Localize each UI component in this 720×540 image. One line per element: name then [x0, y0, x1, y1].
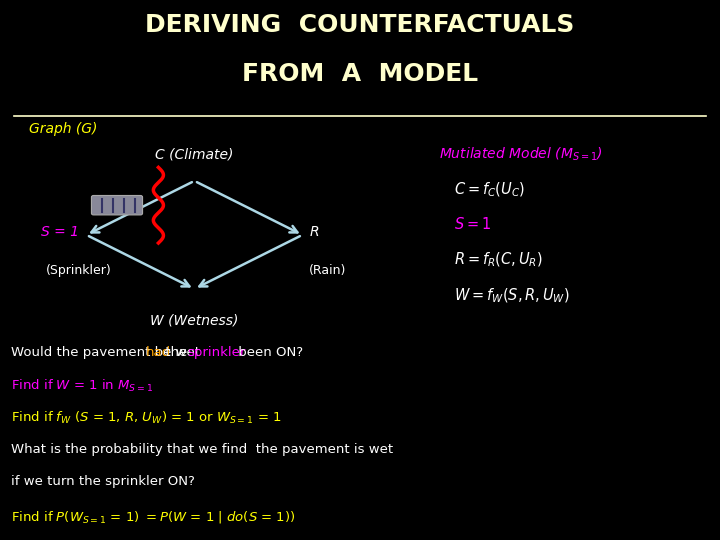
Text: R: R	[310, 225, 319, 239]
Text: been ON?: been ON?	[234, 346, 303, 359]
Text: $R = f_R(C, U_R)$: $R = f_R(C, U_R)$	[454, 251, 542, 269]
Text: $S = 1$: $S = 1$	[454, 216, 491, 232]
Text: Find if $W$ = 1 in $M_{S=1}$: Find if $W$ = 1 in $M_{S=1}$	[11, 378, 153, 394]
Text: $C = f_C(U_C)$: $C = f_C(U_C)$	[454, 181, 525, 199]
Text: Graph (G): Graph (G)	[29, 122, 97, 136]
FancyBboxPatch shape	[91, 195, 143, 215]
Text: C (Climate): C (Climate)	[156, 148, 233, 162]
Text: (Rain): (Rain)	[309, 264, 346, 276]
Text: Find if $f_W$ $(S$ = 1, $R$, $U_W)$ = 1 or $W_{S = 1}$ = 1: Find if $f_W$ $(S$ = 1, $R$, $U_W)$ = 1 …	[11, 410, 282, 427]
Text: the: the	[161, 346, 192, 359]
Text: Mutilated Model ($M_{S=1}$): Mutilated Model ($M_{S=1}$)	[439, 146, 603, 163]
Text: What is the probability that we find  the pavement is wet: What is the probability that we find the…	[11, 443, 393, 456]
Text: sprinkler: sprinkler	[187, 346, 246, 359]
Text: Would the pavement be wet: Would the pavement be wet	[11, 346, 204, 359]
Text: $W = f_W(S, R, U_W)$: $W = f_W(S, R, U_W)$	[454, 286, 570, 305]
Text: Find if $P(W_{S = 1}$ = 1) $= P(W$ = 1 $|$ $do(S$ = 1)): Find if $P(W_{S = 1}$ = 1) $= P(W$ = 1 $…	[11, 509, 295, 525]
Text: (Sprinkler): (Sprinkler)	[46, 264, 112, 276]
Text: S = 1: S = 1	[41, 225, 79, 239]
Text: had: had	[145, 346, 171, 359]
Text: DERIVING  COUNTERFACTUALS: DERIVING COUNTERFACTUALS	[145, 14, 575, 37]
Text: W (Wetness): W (Wetness)	[150, 313, 238, 327]
Text: if we turn the sprinkler ON?: if we turn the sprinkler ON?	[11, 475, 194, 488]
Text: FROM  A  MODEL: FROM A MODEL	[242, 62, 478, 86]
